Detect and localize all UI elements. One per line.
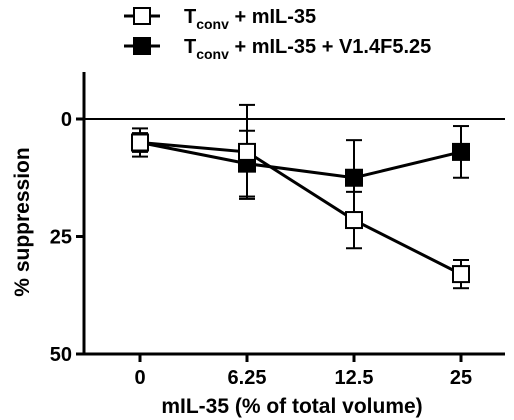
data-point-filled-square xyxy=(345,168,363,187)
series-1 xyxy=(131,103,470,290)
x-axis-label: mIL-35 (% of total volume) xyxy=(161,395,422,418)
y-tick-label: 0 xyxy=(61,109,72,131)
plot-area: 0 25 50 0 6.25 12.5 25 xyxy=(50,72,505,389)
series-line xyxy=(139,141,462,180)
legend-label: Tconv + mIL-35 + V1.4F5.25 xyxy=(184,36,431,62)
y-axis-label: % suppression xyxy=(11,147,34,296)
legend-marker-open-square xyxy=(133,7,151,25)
legend-label: Tconv + mIL-35 xyxy=(184,6,316,32)
x-tick-label: 0 xyxy=(134,367,145,389)
legend-item-1: Tconv + mIL-35 xyxy=(124,6,316,32)
series-2 xyxy=(131,125,470,217)
data-point-open-square xyxy=(345,211,363,230)
y-tick-label: 25 xyxy=(50,227,72,249)
legend-item-2: Tconv + mIL-35 + V1.4F5.25 xyxy=(124,36,431,62)
x-tick-label: 6.25 xyxy=(228,367,267,389)
legend-marker-filled-square xyxy=(133,37,151,55)
data-point-open-square xyxy=(131,133,149,152)
x-tick-label: 12.5 xyxy=(335,367,374,389)
y-tick-label: 50 xyxy=(50,344,72,366)
data-point-open-square xyxy=(238,142,256,161)
data-point-open-square xyxy=(452,265,470,284)
data-point-filled-square xyxy=(452,142,470,161)
x-tick-label: 25 xyxy=(450,367,472,389)
series-line xyxy=(139,141,462,276)
legend: Tconv + mIL-35 Tconv + mIL-35 + V1.4F5.25 xyxy=(124,6,431,62)
